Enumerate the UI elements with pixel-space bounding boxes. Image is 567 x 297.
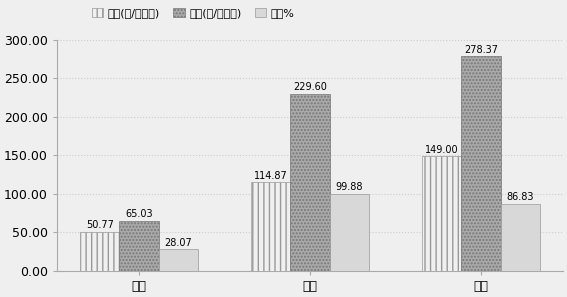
Text: 149.00: 149.00 — [425, 145, 458, 154]
Bar — [159, 249, 198, 271]
Text: 278.37: 278.37 — [464, 45, 498, 55]
Bar — [120, 221, 159, 271]
Bar — [422, 156, 461, 271]
Text: 99.88: 99.88 — [336, 182, 363, 192]
Bar — [329, 194, 369, 271]
Text: 65.03: 65.03 — [125, 209, 153, 219]
Text: 28.07: 28.07 — [164, 238, 192, 248]
Text: 86.83: 86.83 — [506, 192, 534, 202]
Text: 50.77: 50.77 — [86, 220, 113, 230]
Text: 229.60: 229.60 — [293, 83, 327, 92]
Bar — [290, 94, 329, 271]
Text: 114.87: 114.87 — [254, 171, 287, 181]
Bar — [251, 182, 290, 271]
Legend: 对照(克/平方米), 封育(克/平方米), 提高%: 对照(克/平方米), 封育(克/平方米), 提高% — [88, 4, 298, 23]
Bar — [461, 56, 501, 271]
Bar — [80, 232, 120, 271]
Bar — [501, 204, 540, 271]
